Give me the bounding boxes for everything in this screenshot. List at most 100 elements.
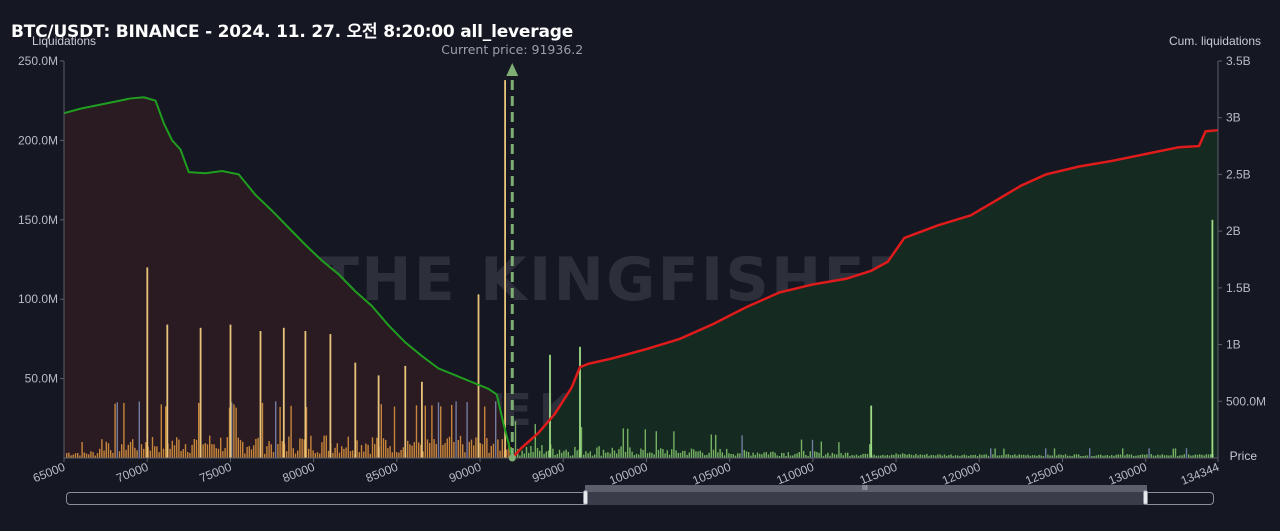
bar <box>1172 448 1174 458</box>
y-axis-title: Liquidations <box>32 34 96 48</box>
y2-tick-label: 3B <box>1226 111 1241 125</box>
bar <box>1170 455 1172 458</box>
bar <box>561 452 563 458</box>
bar <box>239 439 242 458</box>
bar <box>748 452 750 458</box>
cum-line-below <box>63 96 514 459</box>
bar <box>855 454 858 458</box>
bar <box>1192 455 1194 458</box>
bar <box>580 427 583 458</box>
bar <box>466 402 468 458</box>
bar <box>957 455 959 458</box>
zoom-slider-bar[interactable] <box>585 485 1147 492</box>
bar <box>451 404 453 458</box>
bar <box>407 440 409 458</box>
cum-line-above <box>511 128 1219 459</box>
bar <box>860 454 862 458</box>
bar <box>323 435 325 458</box>
bar <box>1141 454 1144 458</box>
bar <box>677 452 679 458</box>
bar <box>281 441 283 458</box>
bar <box>1119 454 1122 458</box>
zoom-slider-selection[interactable] <box>585 492 1147 505</box>
current-price-dot <box>508 454 516 462</box>
zoom-slider-left-handle[interactable] <box>583 490 588 505</box>
bar <box>92 452 94 458</box>
highlight-bar <box>146 267 149 458</box>
bar <box>552 448 554 458</box>
bar <box>235 407 237 458</box>
current-price-label: Current price: 91936.2 <box>441 42 583 57</box>
bar <box>1194 454 1196 458</box>
bar <box>125 449 127 458</box>
bar <box>308 448 310 458</box>
bar <box>400 449 402 458</box>
bar <box>829 455 831 458</box>
bar <box>297 450 299 458</box>
bar <box>215 448 217 458</box>
bar <box>88 454 90 458</box>
bar <box>1020 454 1023 458</box>
bar <box>314 453 316 458</box>
bar <box>459 435 462 458</box>
bar <box>1009 455 1012 458</box>
bar <box>761 454 763 458</box>
bar <box>675 450 677 458</box>
chart-title: BTC/USDT: BINANCE - 2024. 11. 27. 오전 8:2… <box>11 22 574 42</box>
bar <box>673 431 675 458</box>
bar <box>94 455 96 458</box>
bar <box>1126 454 1128 458</box>
zoom-slider-grip-icon[interactable]: III <box>862 485 868 492</box>
bar <box>583 454 585 458</box>
x-tick-label: 65000 <box>31 460 67 486</box>
bar <box>409 444 411 458</box>
bar <box>662 449 664 458</box>
bar <box>495 401 497 458</box>
bar <box>897 454 899 458</box>
bar <box>1049 455 1051 458</box>
bar <box>1144 454 1146 458</box>
x-tick-label: 95000 <box>530 460 566 486</box>
y2-tick-label: 2B <box>1226 224 1241 238</box>
zoom-slider-right-handle[interactable] <box>1143 490 1148 505</box>
bar <box>473 445 475 458</box>
bar <box>105 441 107 458</box>
bar <box>1201 454 1203 458</box>
bar <box>233 404 235 458</box>
bar <box>1168 455 1170 458</box>
bar <box>349 451 352 458</box>
bar <box>178 439 180 458</box>
bar <box>842 455 844 458</box>
bar <box>809 451 811 458</box>
bar <box>1128 454 1130 458</box>
bar <box>536 448 539 458</box>
bar <box>585 451 587 458</box>
bar <box>332 452 334 458</box>
bar <box>288 436 290 458</box>
bar <box>1062 455 1064 458</box>
y2-tick-label: 2.5B <box>1226 167 1251 181</box>
bar <box>184 444 187 458</box>
bar <box>136 450 138 458</box>
bar <box>121 444 123 458</box>
bar <box>598 446 600 458</box>
bar <box>919 454 921 458</box>
bar <box>250 449 253 458</box>
bar <box>345 447 347 458</box>
bar <box>616 453 618 458</box>
bar <box>706 454 708 458</box>
bar <box>380 404 382 458</box>
bar <box>422 451 424 458</box>
bar <box>633 455 635 458</box>
bar <box>1064 454 1067 458</box>
bar <box>635 453 638 458</box>
bar <box>1133 456 1135 458</box>
bar <box>1181 455 1183 458</box>
bar <box>118 451 121 458</box>
bar <box>424 405 426 458</box>
bar <box>514 421 517 458</box>
bar <box>1207 454 1210 458</box>
bar <box>268 441 270 458</box>
bar <box>796 453 798 458</box>
bar <box>402 447 404 458</box>
